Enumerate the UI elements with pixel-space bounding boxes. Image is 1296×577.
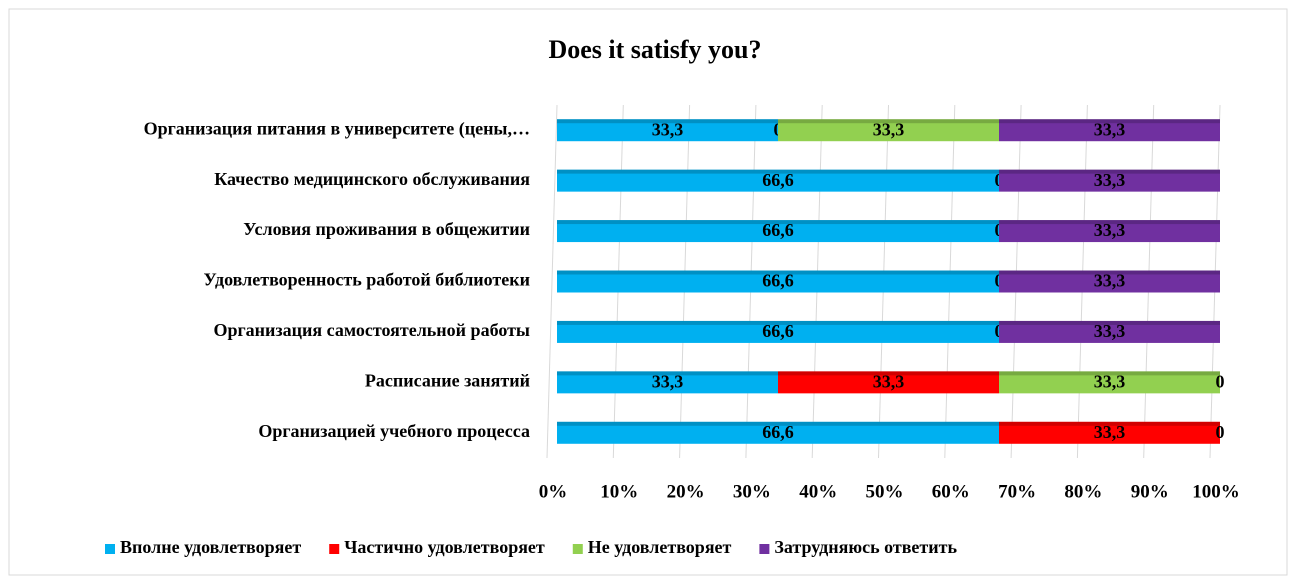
data-label: 33,3 bbox=[652, 371, 684, 391]
bar-segment bbox=[557, 421, 999, 444]
legend-swatch bbox=[572, 544, 583, 554]
data-label: 33,3 bbox=[1094, 321, 1126, 341]
data-label: 0 bbox=[1216, 371, 1225, 391]
bar-top bbox=[999, 320, 1220, 325]
bar-segment bbox=[999, 220, 1220, 243]
x-tick-label: 60% bbox=[932, 481, 970, 502]
x-tick-label: 80% bbox=[1064, 481, 1102, 502]
x-tick-label: 70% bbox=[998, 481, 1036, 502]
bar-segment bbox=[557, 270, 999, 293]
data-label: 66,6 bbox=[762, 220, 794, 240]
bar-top bbox=[557, 220, 999, 225]
y-tick-label: Организация питания в университете (цены… bbox=[144, 118, 530, 139]
x-tick-label: 40% bbox=[799, 481, 837, 502]
data-label: 33,3 bbox=[873, 119, 905, 139]
legend-swatch bbox=[759, 544, 770, 554]
x-tick-label: 90% bbox=[1131, 481, 1169, 502]
bar-top bbox=[557, 320, 999, 325]
bar-top bbox=[557, 270, 999, 275]
legend-swatch bbox=[329, 544, 340, 554]
legend-label: Затрудняюсь ответить bbox=[774, 537, 957, 557]
bar-segment bbox=[557, 320, 999, 343]
x-tick-label: 0% bbox=[539, 481, 568, 502]
y-tick-label: Расписание занятий bbox=[365, 370, 530, 390]
data-label: 0 bbox=[1216, 422, 1225, 442]
y-tick-label: Качество медицинского обслуживания bbox=[214, 169, 530, 189]
bar-segment bbox=[557, 220, 999, 243]
grid-line bbox=[546, 104, 558, 459]
data-label: 33,3 bbox=[873, 371, 905, 391]
data-label: 66,6 bbox=[762, 321, 794, 341]
y-tick-label: Организация самостоятельной работы bbox=[214, 320, 531, 340]
bar-segment bbox=[999, 270, 1220, 293]
chart-title: Does it satisfy you? bbox=[548, 35, 761, 64]
data-label: 33,3 bbox=[1094, 119, 1126, 139]
bar-top bbox=[557, 371, 778, 376]
bar-segment bbox=[557, 119, 778, 142]
y-tick-label: Условия проживания в общежитии bbox=[243, 219, 530, 239]
bar-segment bbox=[999, 320, 1220, 343]
data-label: 66,6 bbox=[762, 170, 794, 190]
bar-top bbox=[999, 220, 1220, 225]
bar-top bbox=[999, 371, 1220, 376]
bar-top bbox=[557, 421, 999, 426]
bar-top bbox=[999, 270, 1220, 275]
data-label: 33,3 bbox=[1094, 422, 1126, 442]
legend-label: Частично удовлетворяет bbox=[344, 537, 545, 557]
bar-top bbox=[778, 119, 999, 124]
legend-label: Не удовлетворяет bbox=[588, 537, 732, 557]
bar-segment bbox=[999, 169, 1220, 192]
data-label: 33,3 bbox=[1094, 220, 1126, 240]
x-tick-label: 20% bbox=[667, 481, 705, 502]
bar-top bbox=[557, 169, 999, 174]
x-tick-label: 10% bbox=[600, 481, 638, 502]
bar-top bbox=[999, 421, 1220, 426]
y-tick-label: Организацией учебного процесса bbox=[258, 421, 530, 441]
data-label: 33,3 bbox=[1094, 271, 1126, 291]
bar-segment bbox=[557, 371, 778, 394]
bar-top bbox=[557, 119, 778, 124]
legend-label: Вполне удовлетворяет bbox=[120, 537, 301, 557]
y-tick-label: Удовлетворенность работой библиотеки bbox=[204, 270, 530, 290]
data-label: 33,3 bbox=[652, 119, 684, 139]
bar-segment bbox=[999, 421, 1220, 444]
legend-swatch bbox=[105, 544, 115, 554]
data-label: 33,3 bbox=[1094, 170, 1126, 190]
bar-top bbox=[999, 169, 1220, 174]
x-tick-label: 30% bbox=[733, 481, 771, 502]
data-label: 66,6 bbox=[762, 271, 794, 291]
bar-segment bbox=[999, 371, 1220, 394]
bar-segment bbox=[778, 371, 999, 394]
data-label: 33,3 bbox=[1094, 371, 1126, 391]
data-label: 66,6 bbox=[762, 422, 794, 442]
bar-top bbox=[778, 371, 999, 376]
bar-top bbox=[999, 119, 1220, 124]
x-tick-label: 50% bbox=[866, 481, 904, 502]
x-tick-label: 100% bbox=[1192, 481, 1240, 502]
bar-segment bbox=[557, 169, 999, 192]
bar-segment bbox=[778, 119, 999, 142]
bar-segment bbox=[999, 119, 1220, 142]
